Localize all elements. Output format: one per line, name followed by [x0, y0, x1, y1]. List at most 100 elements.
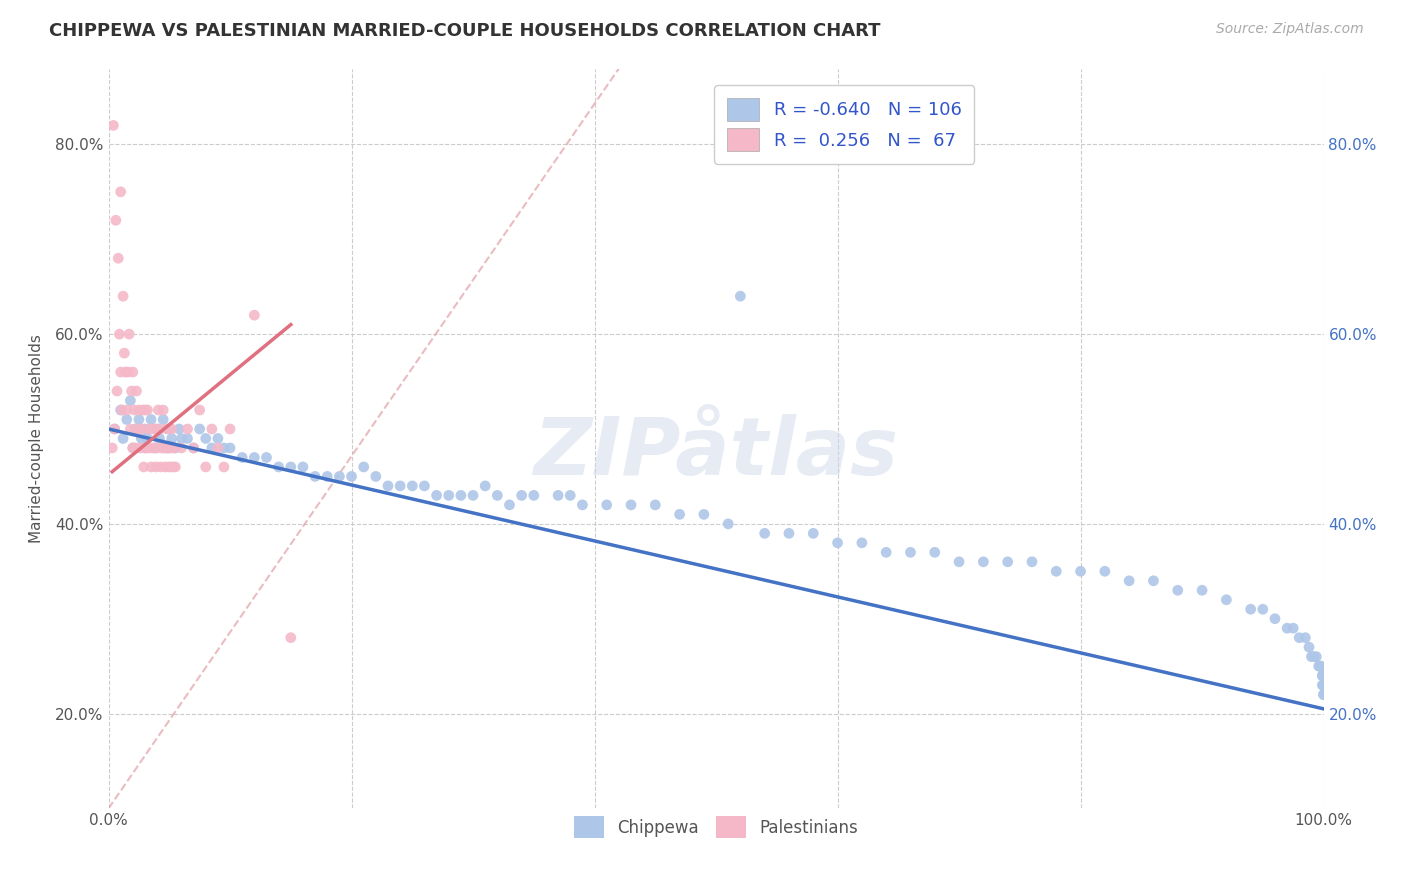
Point [104, 213, 127, 227]
Point [212, 459, 235, 474]
Point [112, 346, 135, 360]
Point [461, 488, 484, 502]
Point [111, 403, 134, 417]
Point [486, 488, 509, 502]
Point [157, 459, 180, 474]
Point [827, 536, 849, 550]
Point [1301, 649, 1323, 664]
Point [948, 555, 970, 569]
Point [135, 441, 157, 455]
Point [131, 422, 153, 436]
Point [156, 441, 179, 455]
Point [1142, 574, 1164, 588]
Point [1305, 649, 1327, 664]
Point [1312, 668, 1334, 682]
Point [426, 488, 449, 502]
Point [112, 432, 135, 446]
Point [754, 526, 776, 541]
Point [1288, 631, 1310, 645]
Point [136, 403, 159, 417]
Point [340, 469, 363, 483]
Point [437, 488, 460, 502]
Point [201, 422, 224, 436]
Point [104, 422, 127, 436]
Point [364, 469, 387, 483]
Point [194, 459, 217, 474]
Legend: Chippewa, Palestinians: Chippewa, Palestinians [568, 810, 865, 845]
Point [152, 412, 174, 426]
Point [124, 441, 146, 455]
Point [132, 459, 155, 474]
Point [212, 441, 235, 455]
Point [1094, 564, 1116, 578]
Point [112, 289, 135, 303]
Point [413, 479, 436, 493]
Point [127, 422, 149, 436]
Point [160, 422, 183, 436]
Point [156, 422, 179, 436]
Point [142, 441, 165, 455]
Point [571, 498, 593, 512]
Point [1118, 574, 1140, 588]
Point [152, 403, 174, 417]
Point [1282, 621, 1305, 635]
Point [219, 441, 242, 455]
Point [1275, 621, 1298, 635]
Point [997, 555, 1019, 569]
Point [194, 432, 217, 446]
Point [176, 432, 198, 446]
Point [620, 498, 643, 512]
Point [900, 545, 922, 559]
Point [875, 545, 897, 559]
Point [121, 441, 143, 455]
Point [523, 488, 546, 502]
Point [115, 403, 138, 417]
Point [167, 422, 190, 436]
Point [1215, 592, 1237, 607]
Point [105, 384, 128, 398]
Point [121, 384, 143, 398]
Point [1251, 602, 1274, 616]
Point [256, 450, 278, 465]
Point [170, 432, 193, 446]
Point [450, 488, 472, 502]
Point [136, 432, 159, 446]
Point [1191, 583, 1213, 598]
Point [183, 441, 205, 455]
Point [243, 450, 266, 465]
Point [291, 459, 314, 474]
Point [139, 441, 162, 455]
Point [1240, 602, 1263, 616]
Point [219, 422, 242, 436]
Point [1298, 640, 1320, 655]
Point [1070, 564, 1092, 578]
Point [280, 459, 302, 474]
Point [162, 459, 184, 474]
Point [207, 441, 229, 455]
Text: Source: ZipAtlas.com: Source: ZipAtlas.com [1216, 22, 1364, 37]
Point [101, 441, 124, 455]
Point [125, 384, 148, 398]
Point [146, 441, 169, 455]
Point [1302, 649, 1324, 664]
Point [138, 422, 160, 436]
Point [121, 365, 143, 379]
Point [128, 412, 150, 426]
Point [1312, 688, 1334, 702]
Point [1312, 678, 1334, 692]
Point [148, 432, 170, 446]
Point [389, 479, 412, 493]
Point [972, 555, 994, 569]
Point [1309, 659, 1331, 673]
Point [131, 432, 153, 446]
Point [730, 289, 752, 303]
Point [110, 403, 132, 417]
Point [717, 516, 740, 531]
Point [148, 403, 170, 417]
Point [1045, 564, 1067, 578]
Point [778, 526, 800, 541]
Point [141, 422, 163, 436]
Point [143, 441, 166, 455]
Point [183, 441, 205, 455]
Point [149, 459, 172, 474]
